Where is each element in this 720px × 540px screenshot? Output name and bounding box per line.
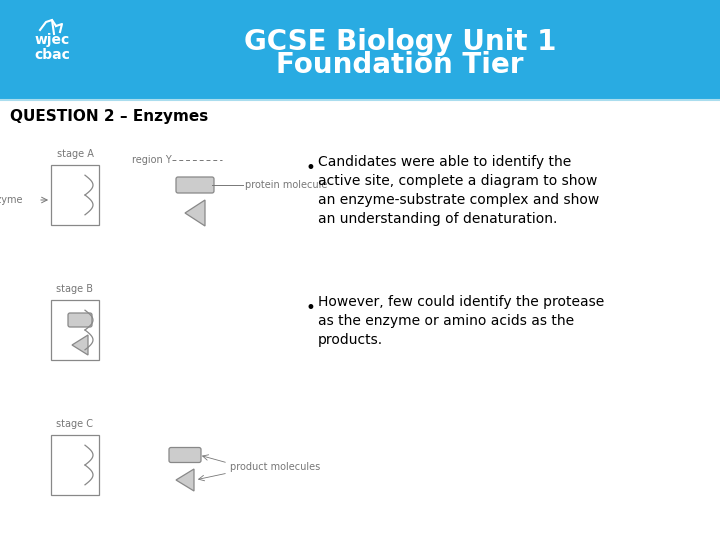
Text: stage B: stage B: [56, 284, 94, 294]
Polygon shape: [185, 200, 205, 226]
Text: wjec: wjec: [35, 33, 70, 47]
Bar: [0, 0, 720, 100]
Text: cbac: cbac: [34, 48, 70, 62]
Bar: [51, 300, 99, 360]
Text: GCSE Biology Unit 1: GCSE Biology Unit 1: [244, 28, 556, 56]
Text: •: •: [306, 159, 316, 177]
Text: product molecules: product molecules: [230, 462, 320, 472]
Text: QUESTION 2 – Enzymes: QUESTION 2 – Enzymes: [10, 109, 208, 124]
Text: •: •: [306, 299, 316, 317]
FancyBboxPatch shape: [176, 177, 214, 193]
Text: enzyme: enzyme: [0, 195, 23, 205]
Text: region Y: region Y: [132, 155, 172, 165]
Bar: [51, 165, 99, 225]
Text: protein molecule: protein molecule: [245, 180, 328, 190]
Text: Candidates were able to identify the
active site, complete a diagram to show
an : Candidates were able to identify the act…: [318, 155, 599, 226]
Text: Foundation Tier: Foundation Tier: [276, 51, 523, 79]
Text: stage C: stage C: [56, 419, 94, 429]
Polygon shape: [176, 469, 194, 491]
Text: However, few could identify the protease
as the enzyme or amino acids as the
pro: However, few could identify the protease…: [318, 295, 604, 347]
Polygon shape: [72, 335, 88, 355]
FancyBboxPatch shape: [68, 313, 92, 327]
Text: stage A: stage A: [57, 149, 94, 159]
Bar: [51, 435, 99, 495]
FancyBboxPatch shape: [169, 448, 201, 462]
